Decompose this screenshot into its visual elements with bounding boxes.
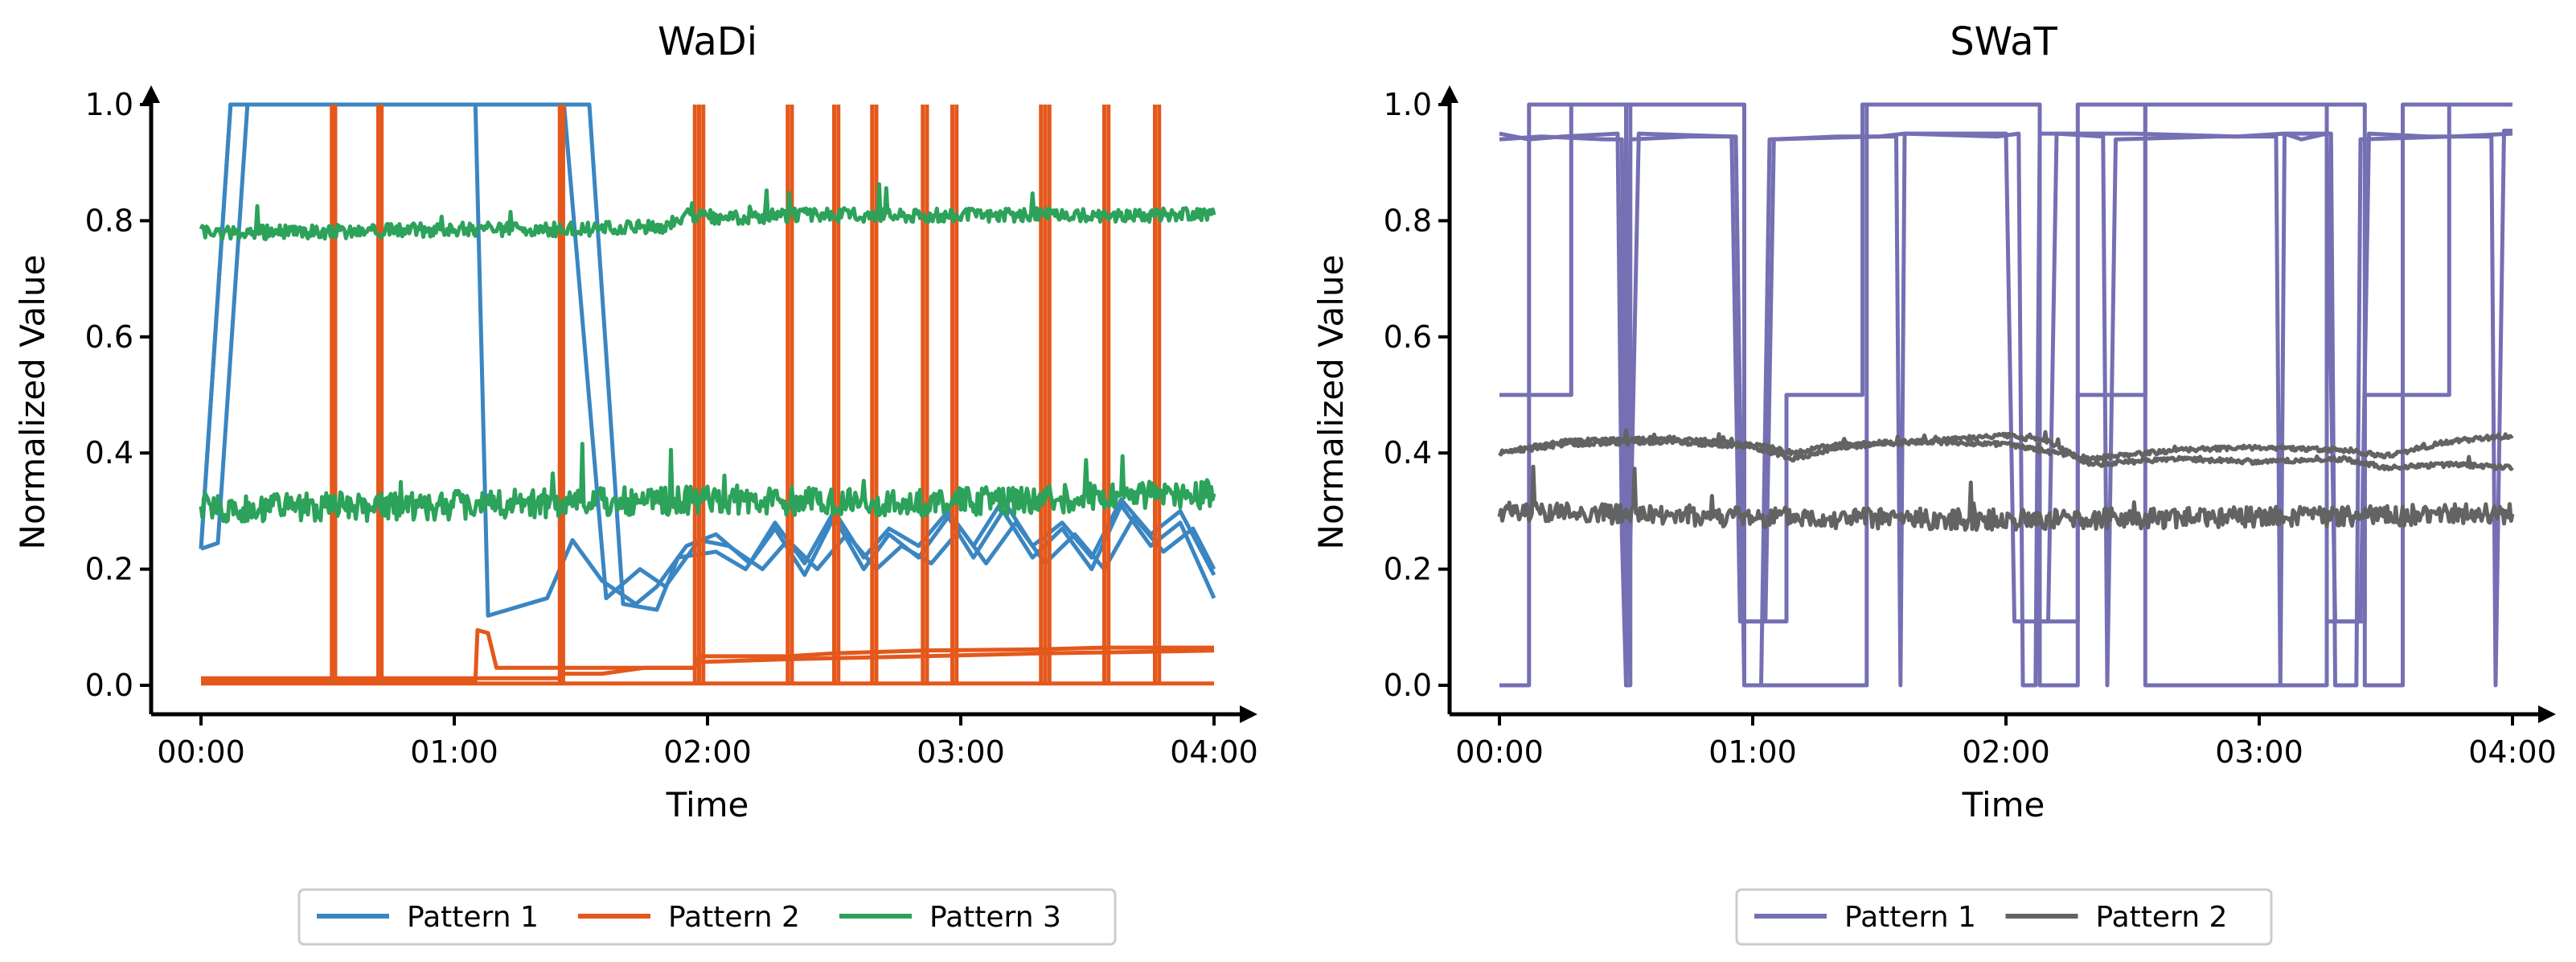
wadi-x-axis-arrow-icon [1240, 705, 1257, 723]
swat-y-tick-label: 0.4 [1384, 435, 1432, 471]
wadi-pattern-3-line [199, 442, 1216, 524]
wadi-pattern-3-line [199, 182, 1216, 241]
swat-x-tick-label: 00:00 [1455, 734, 1544, 770]
swat-legend-label-pattern-1: Pattern 1 [1844, 901, 1976, 934]
swat-series-layer [1497, 102, 2515, 688]
wadi-x-ticks: 00:00 01:00 02:00 03:00 04:00 [157, 714, 1258, 770]
wadi-chart: WaDi 00:00 01:00 02:00 03:00 04:00 0.0 0.2 0.4… [13, 19, 1258, 946]
swat-y-tick-label: 0.8 [1384, 203, 1432, 238]
wadi-y-ticks: 0.0 0.2 0.4 0.6 0.8 1.0 [85, 87, 151, 703]
swat-pattern-2-line [1497, 464, 2515, 532]
swat-legend: Pattern 1 Pattern 2 [1735, 888, 2273, 946]
wadi-x-tick-label: 04:00 [1170, 734, 1258, 770]
wadi-y-tick-label: 1.0 [85, 87, 133, 122]
swat-x-tick-label: 01:00 [1708, 734, 1797, 770]
swat-y-label: Normalized Value [1311, 255, 1351, 550]
swat-x-tick-label: 03:00 [2215, 734, 2303, 770]
wadi-x-tick-label: 03:00 [917, 734, 1005, 770]
swat-pattern-1-line [1499, 131, 2513, 688]
wadi-y-tick-label: 0.6 [85, 319, 133, 355]
wadi-y-tick-label: 0.4 [85, 435, 133, 471]
wadi-legend-label-pattern-2: Pattern 2 [668, 901, 800, 934]
swat-legend-frame [1735, 888, 2273, 946]
swat-x-axis-arrow-icon [2538, 705, 2556, 723]
swat-y-ticks: 0.0 0.2 0.4 0.6 0.8 1.0 [1384, 87, 1450, 703]
swat-y-axis-arrow-icon [1441, 85, 1458, 103]
wadi-pattern-1-line [200, 102, 1216, 618]
wadi-pattern-1-line [199, 102, 1216, 612]
swat-pattern-2-line [1498, 428, 2514, 462]
swat-pattern-2-line [1499, 430, 2514, 471]
swat-legend-label-pattern-2: Pattern 2 [2096, 901, 2228, 934]
wadi-y-tick-label: 0.0 [85, 668, 133, 703]
swat-y-tick-label: 0.0 [1384, 668, 1432, 703]
wadi-y-label: Normalized Value [13, 255, 52, 550]
swat-x-tick-label: 02:00 [1962, 734, 2050, 770]
swat-x-ticks: 00:00 01:00 02:00 03:00 04:00 [1455, 714, 2557, 770]
wadi-legend-frame [297, 888, 1117, 946]
wadi-x-tick-label: 01:00 [410, 734, 498, 770]
wadi-series-layer [199, 102, 1216, 686]
swat-title: SWaT [1950, 19, 2057, 64]
swat-x-label: Time [1962, 785, 2045, 824]
wadi-x-tick-label: 02:00 [663, 734, 752, 770]
swat-y-tick-label: 0.6 [1384, 319, 1432, 355]
swat-pattern-1-line [1499, 129, 2512, 688]
wadi-x-tick-label: 00:00 [157, 734, 245, 770]
swat-y-tick-label: 1.0 [1384, 87, 1432, 122]
wadi-title: WaDi [658, 19, 757, 64]
wadi-y-tick-label: 0.8 [85, 203, 133, 238]
wadi-y-tick-label: 0.2 [85, 552, 133, 587]
swat-y-tick-label: 0.2 [1384, 552, 1432, 587]
wadi-y-axis-arrow-icon [142, 85, 160, 103]
swat-chart: SWaT 00:00 01:00 02:00 03:00 04:00 0.0 0.2 0.4… [1311, 19, 2557, 946]
swat-x-tick-label: 04:00 [2468, 734, 2557, 770]
wadi-pattern-2-line [201, 627, 1214, 683]
wadi-x-label: Time [666, 785, 749, 824]
wadi-legend-label-pattern-3: Pattern 3 [929, 901, 1061, 934]
wadi-legend-label-pattern-1: Pattern 1 [407, 901, 539, 934]
wadi-legend: Pattern 1 Pattern 2 Pattern 3 [297, 888, 1117, 946]
